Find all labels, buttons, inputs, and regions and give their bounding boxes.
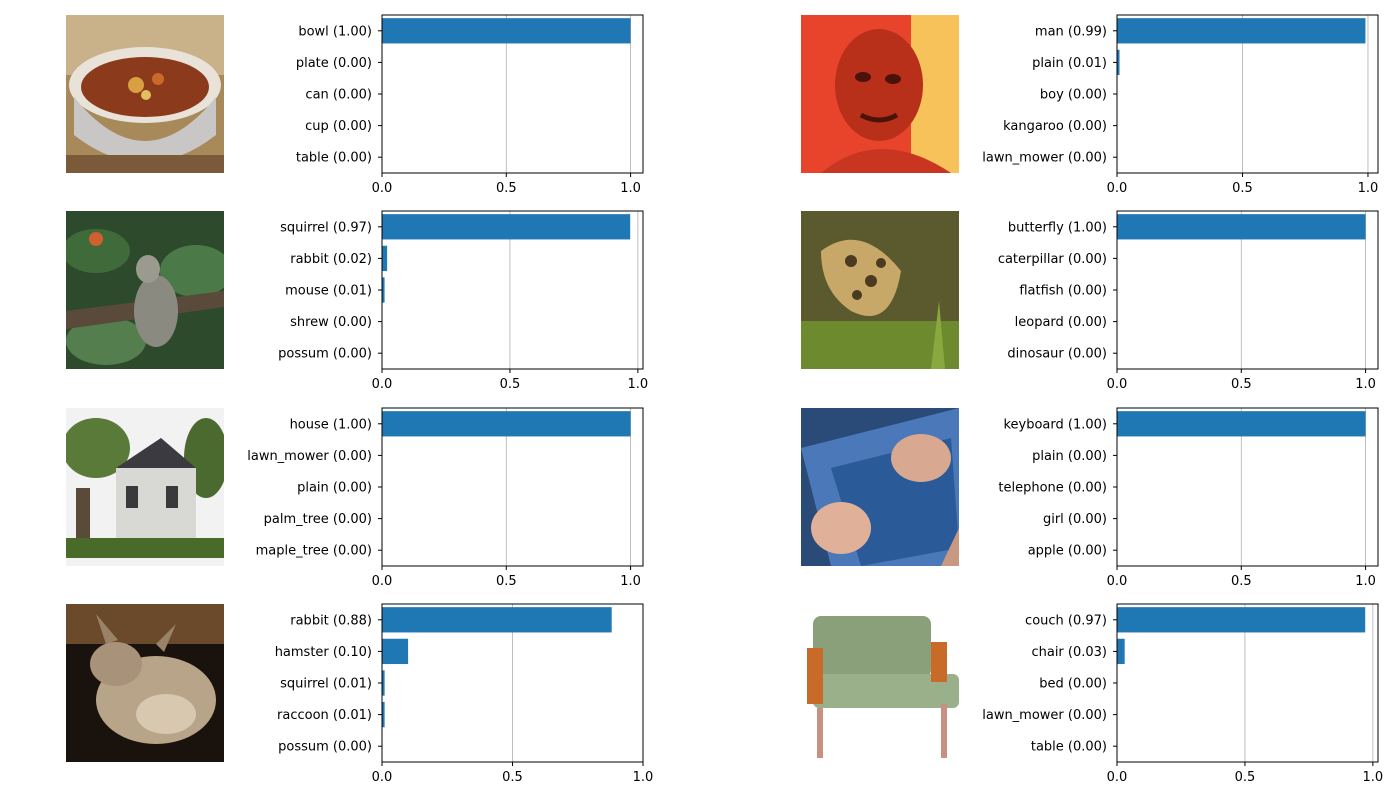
chart-7-xtick-label-2: 1.0	[1363, 770, 1384, 785]
chart-5-category-label-2: telephone (0.00)	[998, 481, 1107, 496]
chart-7-category-label-0: couch (0.97)	[1025, 613, 1107, 628]
chart-5-xtick-label-1: 0.5	[1231, 574, 1252, 589]
chart-3-xtick-label-2: 1.0	[1355, 377, 1376, 392]
chart-0-xtick-label-1: 0.5	[496, 181, 517, 196]
chart-5-xtick-label-2: 1.0	[1355, 574, 1376, 589]
chart-3-category-label-0: butterfly (1.00)	[1008, 220, 1107, 235]
chart-1-bar-0	[1117, 18, 1366, 44]
chart-6-xtick-label-1: 0.5	[502, 770, 523, 785]
chart-6-category-label-2: squirrel (0.01)	[280, 677, 372, 692]
chart-4-category-label-2: plain (0.00)	[297, 481, 372, 496]
chart-6-xtick-label-0: 0.0	[372, 770, 393, 785]
chart-4-category-label-4: maple_tree (0.00)	[256, 544, 372, 559]
chart-6-category-label-4: possum (0.00)	[278, 740, 372, 755]
chart-0-bar-0	[382, 18, 631, 44]
chart-1-xtick-label-2: 1.0	[1358, 181, 1379, 196]
chart-2-category-label-4: possum (0.00)	[278, 347, 372, 362]
chart-0-category-label-3: cup (0.00)	[305, 119, 372, 134]
chart-2-bar-0	[382, 214, 631, 240]
chart-2-xtick-label-2: 1.0	[628, 377, 649, 392]
chart-6-category-label-0: rabbit (0.88)	[290, 613, 372, 628]
chart-7-bar-1	[1117, 638, 1125, 665]
chart-3-category-label-2: flatfish (0.00)	[1019, 284, 1107, 299]
thumbnail-bowl	[66, 15, 224, 173]
thumbnail-butterfly	[801, 211, 959, 369]
chart-5-xtick-label-0: 0.0	[1107, 574, 1128, 589]
chart-2-category-label-2: mouse (0.01)	[285, 284, 372, 299]
chart-1-category-label-4: lawn_mower (0.00)	[982, 151, 1107, 166]
chart-7-category-label-3: lawn_mower (0.00)	[982, 708, 1107, 723]
chart-4-category-label-1: lawn_mower (0.00)	[247, 449, 372, 464]
chart-4-xtick-label-2: 1.0	[620, 574, 641, 589]
chart-6-bar-1	[382, 638, 409, 665]
chart-2-category-label-0: squirrel (0.97)	[280, 220, 372, 235]
thumbnail-keyboard	[801, 408, 959, 566]
chart-1-category-label-2: boy (0.00)	[1040, 88, 1107, 103]
chart-6-category-label-3: raccoon (0.01)	[277, 708, 372, 723]
chart-0-category-label-2: can (0.00)	[305, 88, 372, 103]
chart-1-category-label-0: man (0.99)	[1035, 24, 1107, 39]
chart-3-xtick-label-1: 0.5	[1231, 377, 1252, 392]
chart-6-bar-2	[382, 670, 385, 696]
chart-0-xtick-label-0: 0.0	[372, 181, 393, 196]
chart-1-category-label-3: kangaroo (0.00)	[1003, 119, 1107, 134]
thumbnail-man	[801, 15, 959, 173]
chart-1-xtick-label-1: 0.5	[1232, 181, 1253, 196]
chart-1-xtick-label-0: 0.0	[1107, 181, 1128, 196]
chart-3-category-label-1: caterpillar (0.00)	[998, 252, 1107, 267]
chart-7-bar-0	[1117, 607, 1366, 633]
chart-7-category-label-1: chair (0.03)	[1031, 645, 1107, 660]
chart-5-category-label-0: keyboard (1.00)	[1003, 417, 1107, 432]
chart-3-bar-0	[1117, 214, 1366, 240]
chart-4-xtick-label-0: 0.0	[372, 574, 393, 589]
chart-5-category-label-4: apple (0.00)	[1028, 544, 1107, 559]
chart-1-category-label-1: plain (0.01)	[1032, 56, 1107, 71]
chart-3-category-label-4: dinosaur (0.00)	[1007, 347, 1107, 362]
chart-1-bar-1	[1117, 49, 1120, 76]
chart-4-category-label-0: house (1.00)	[290, 417, 372, 432]
chart-2-bar-1	[382, 245, 388, 272]
chart-7-category-label-2: bed (0.00)	[1039, 677, 1107, 692]
chart-5-category-label-3: girl (0.00)	[1043, 512, 1107, 527]
chart-3-xtick-label-0: 0.0	[1107, 377, 1128, 392]
chart-2-category-label-1: rabbit (0.02)	[290, 252, 372, 267]
chart-6-xtick-label-2: 1.0	[633, 770, 654, 785]
chart-5-category-label-1: plain (0.00)	[1032, 449, 1107, 464]
chart-7-xtick-label-1: 0.5	[1235, 770, 1256, 785]
thumbnail-rabbit	[66, 604, 224, 762]
chart-7-category-label-4: table (0.00)	[1031, 740, 1107, 755]
chart-7-xtick-label-0: 0.0	[1107, 770, 1128, 785]
chart-2-category-label-3: shrew (0.00)	[290, 315, 372, 330]
chart-3-category-label-3: leopard (0.00)	[1015, 315, 1107, 330]
chart-6-bar-3	[382, 701, 385, 728]
thumbnail-house	[66, 408, 224, 566]
chart-4-category-label-3: palm_tree (0.00)	[264, 512, 372, 527]
chart-5-bar-0	[1117, 411, 1366, 437]
chart-0-xtick-label-2: 1.0	[620, 181, 641, 196]
thumbnail-couch	[801, 604, 959, 762]
thumbnail-squirrel	[66, 211, 224, 369]
chart-2-xtick-label-0: 0.0	[372, 377, 393, 392]
chart-2-xtick-label-1: 0.5	[500, 377, 521, 392]
chart-0-category-label-0: bowl (1.00)	[298, 24, 372, 39]
chart-0-category-label-4: table (0.00)	[296, 151, 372, 166]
chart-4-bar-0	[382, 411, 631, 437]
chart-2-bar-2	[382, 277, 385, 303]
chart-0-category-label-1: plate (0.00)	[296, 56, 372, 71]
chart-6-bar-0	[382, 607, 612, 633]
chart-6-category-label-1: hamster (0.10)	[275, 645, 372, 660]
chart-4-xtick-label-1: 0.5	[496, 574, 517, 589]
